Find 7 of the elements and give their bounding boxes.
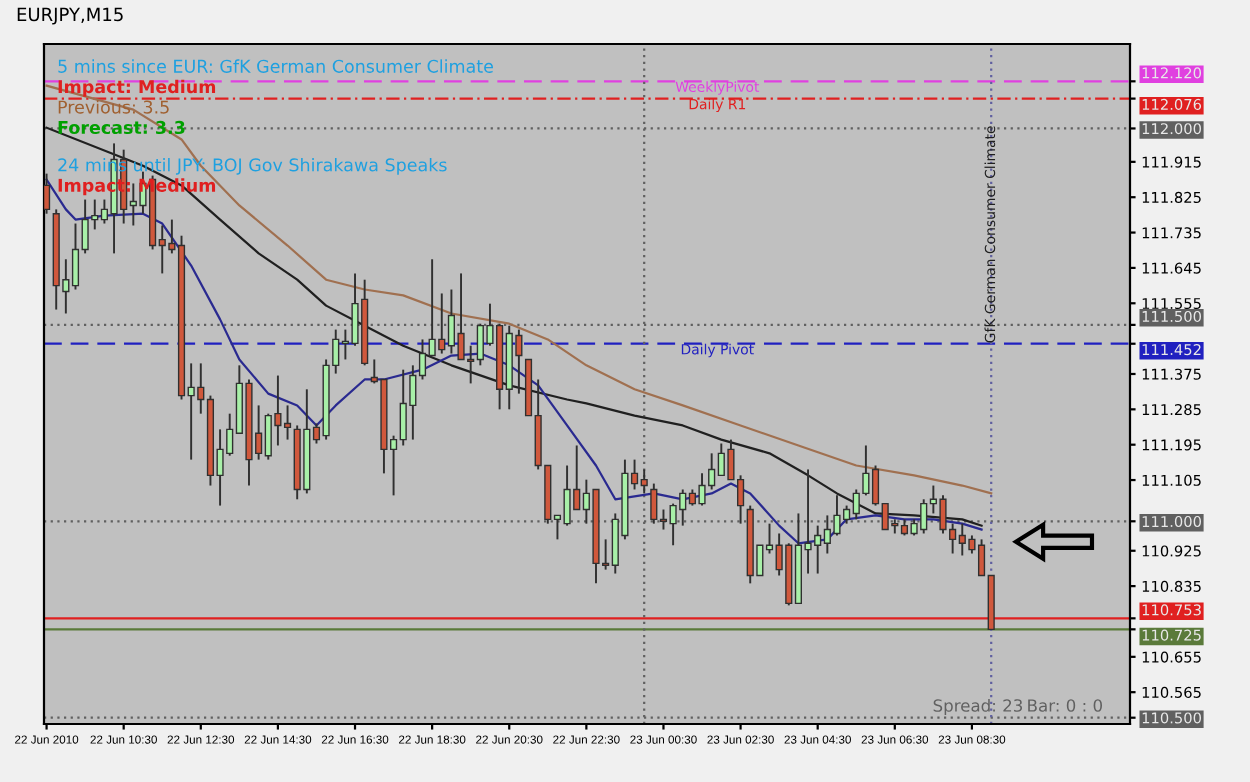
annotation: Impact: Medium <box>58 79 216 97</box>
annotation: 5 mins since EUR: GfK German Consumer Climate <box>58 59 493 73</box>
candlestick <box>44 172 51 215</box>
line-series <box>45 178 983 545</box>
annotation: Bar: 0 : 0 <box>1028 699 1102 712</box>
chart-title: EURJPY,M15 <box>17 7 123 25</box>
annotation: Spread: 23 <box>933 698 1023 716</box>
